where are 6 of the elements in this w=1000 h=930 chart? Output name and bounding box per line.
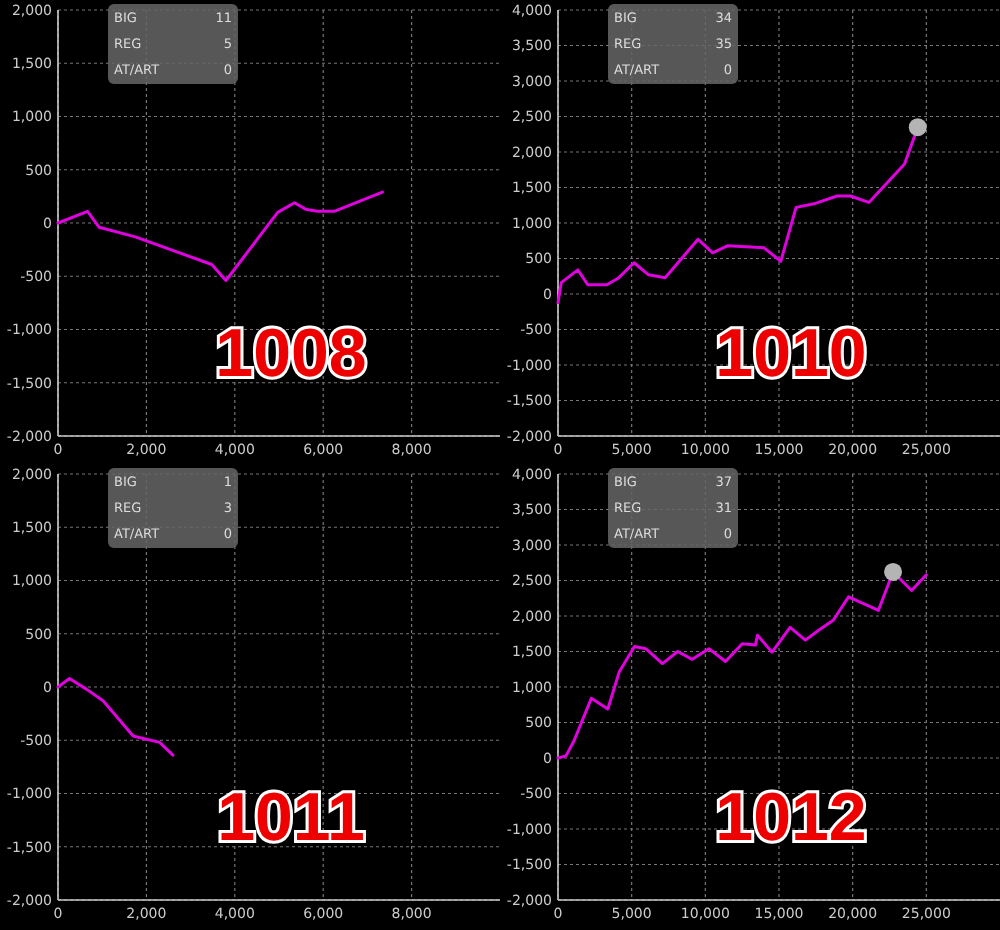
text: 1008 xyxy=(215,316,367,393)
line-series xyxy=(56,190,384,283)
text: 1012 xyxy=(715,780,867,857)
line-series xyxy=(56,676,175,757)
text: 1010 xyxy=(715,316,867,393)
text: 1011 xyxy=(217,780,365,857)
